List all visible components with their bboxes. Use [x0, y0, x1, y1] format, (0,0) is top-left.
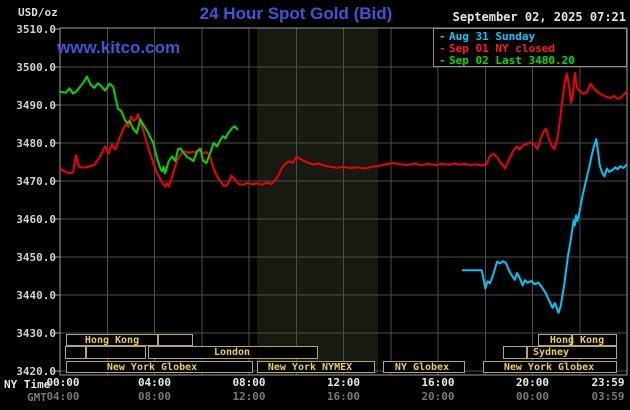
x-tick-gmt: 03:59	[591, 390, 625, 403]
session-box	[66, 334, 158, 346]
y-tick-label: 3460.0	[16, 212, 56, 226]
session-box	[503, 346, 527, 359]
chart-title: 24 Hour Spot Gold (Bid)	[199, 4, 393, 23]
session-box	[86, 346, 146, 359]
chart-legend: - Aug 31 Sunday - Sep 01 NY closed - Sep 02…	[433, 28, 627, 67]
legend-label: Aug 31 Sunday	[449, 30, 536, 43]
session-label: New York Globex	[503, 362, 595, 373]
session-label: New York Globex	[106, 362, 198, 373]
session-label: Hong Kong	[549, 335, 605, 346]
x-tick-gmt: 12:00	[232, 390, 266, 403]
session-label: New York NYMEX	[267, 362, 353, 373]
x-axis-ny-label: NY Time	[4, 378, 51, 391]
session-label: London	[213, 347, 251, 358]
x-tick-gmt: 20:00	[421, 390, 455, 403]
session-box	[538, 334, 572, 346]
session-box	[158, 334, 193, 346]
x-tick-ny: 12:00	[326, 376, 361, 389]
x-tick-ny: 08:00	[232, 376, 266, 389]
legend-item: - Sep 02 Last 3480.20	[439, 54, 626, 67]
x-tick-ny: 00:00	[46, 376, 80, 389]
y-tick-label: 3420.0	[16, 364, 56, 378]
legend-label: Sep 02 Last 3480.20	[449, 54, 575, 67]
y-tick-label: 3510.0	[16, 22, 56, 36]
legend-item: - Aug 31 Sunday	[439, 30, 626, 43]
x-tick-ny: 23:59	[591, 376, 625, 389]
session-label: NY Globex	[394, 362, 450, 373]
legend-label: Sep 01 NY closed	[449, 42, 555, 55]
x-axis-gmt-label: GMT	[27, 391, 47, 404]
plot-frame	[59, 27, 628, 376]
kitco-watermark: www.kitco.com	[57, 38, 181, 57]
y-tick-label: 3500.0	[16, 60, 56, 74]
session-box	[383, 361, 465, 373]
x-tick-gmt: 16:00	[326, 390, 361, 403]
nymex-session-band	[257, 28, 378, 374]
legend-dash-icon: -	[439, 54, 446, 67]
session-box	[572, 334, 617, 346]
session-box	[483, 361, 617, 373]
series-line-2	[59, 75, 239, 175]
session-label: Hong Kong	[84, 335, 140, 346]
x-tick-ny: 16:00	[421, 376, 455, 389]
session-box	[527, 346, 617, 359]
y-tick-label: 3440.0	[16, 288, 56, 302]
y-tick-label: 3490.0	[16, 98, 56, 112]
x-tick-gmt: 08:00	[137, 390, 172, 403]
series-line-0	[461, 138, 628, 314]
legend-dash-icon: -	[439, 30, 446, 43]
chart-datetime: September 02, 2025 07:21	[452, 10, 626, 24]
session-box	[148, 346, 318, 359]
session-box	[257, 361, 375, 373]
y-axis-unit-label: USD/oz	[18, 6, 58, 19]
y-tick-label: 3470.0	[16, 174, 56, 188]
x-tick-gmt: 04:00	[46, 390, 80, 403]
y-tick-label: 3430.0	[16, 326, 56, 340]
x-tick-ny: 20:00	[515, 376, 550, 389]
series-line-1	[59, 71, 628, 188]
x-tick-gmt: 00:00	[515, 390, 550, 403]
legend-dash-icon: -	[439, 42, 446, 55]
y-tick-label: 3480.0	[16, 136, 56, 150]
legend-item: - Sep 01 NY closed	[439, 42, 626, 55]
session-box	[65, 346, 86, 359]
session-label: Sydney	[532, 347, 570, 358]
x-tick-ny: 04:00	[137, 376, 172, 389]
y-tick-label: 3450.0	[16, 250, 56, 264]
session-box	[66, 361, 253, 373]
